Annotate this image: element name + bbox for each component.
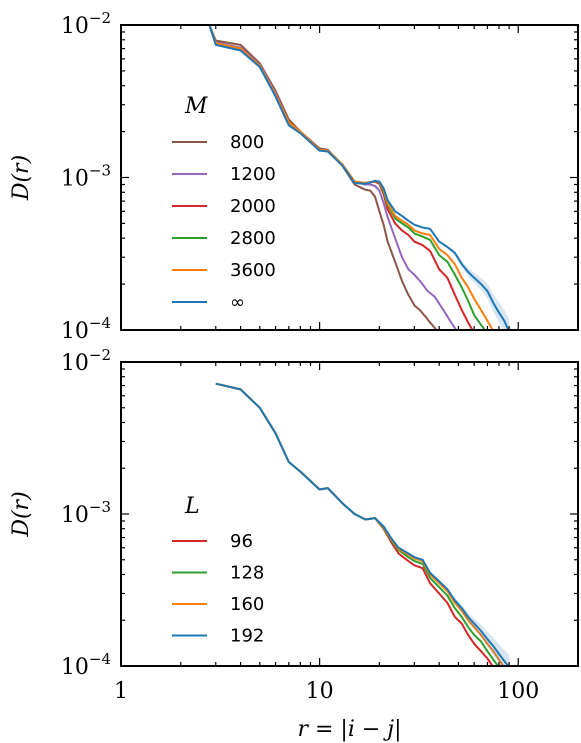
series-group xyxy=(215,382,510,666)
legend: M 800 1200 2000 2800 3600 ∞ xyxy=(172,94,276,313)
legend-label: 800 xyxy=(230,132,264,153)
x-tick-label: 10 xyxy=(306,679,334,704)
legend-label: 160 xyxy=(230,594,264,615)
legend-label: 96 xyxy=(230,531,253,552)
series-line-6 xyxy=(208,25,510,330)
ticks xyxy=(120,25,579,331)
y-axis-label: D(r) xyxy=(9,155,34,201)
y-tick-label: 10−4 xyxy=(61,650,111,680)
panel-top: 10−2 10−3 10−4 D(r) M 800 1200 2000 2800 3600 ∞ xyxy=(9,9,579,344)
series-line-4 xyxy=(215,382,510,666)
x-tick-label: 1 xyxy=(114,679,128,704)
x-tick-label: 100 xyxy=(497,679,539,704)
y-tick-label: 10−4 xyxy=(61,314,111,344)
legend: L 96 128 160 192 xyxy=(172,494,264,647)
legend-title: L xyxy=(184,494,200,519)
y-tick-label: 10−3 xyxy=(61,162,111,192)
legend-label: 192 xyxy=(230,626,264,647)
legend-label: 3600 xyxy=(230,260,276,281)
legend-label: 2000 xyxy=(230,196,276,217)
y-axis-label: D(r) xyxy=(9,491,34,537)
ticks xyxy=(120,362,579,667)
legend-label: 2800 xyxy=(230,228,276,249)
legend-label: 1200 xyxy=(230,164,276,185)
y-tick-label: 10−2 xyxy=(61,9,111,39)
y-tick-label: 10−2 xyxy=(61,346,111,376)
legend-label: ∞ xyxy=(230,292,245,313)
legend-title: M xyxy=(184,94,208,119)
y-tick-label: 10−3 xyxy=(61,498,111,528)
x-axis-label: r = |i − j| xyxy=(297,717,401,742)
legend-label: 128 xyxy=(230,563,264,584)
series-group xyxy=(208,25,510,330)
panel-bottom: 10−2 10−3 10−41 10 100 D(r) r = |i − j| L 96 128 1… xyxy=(9,346,579,742)
